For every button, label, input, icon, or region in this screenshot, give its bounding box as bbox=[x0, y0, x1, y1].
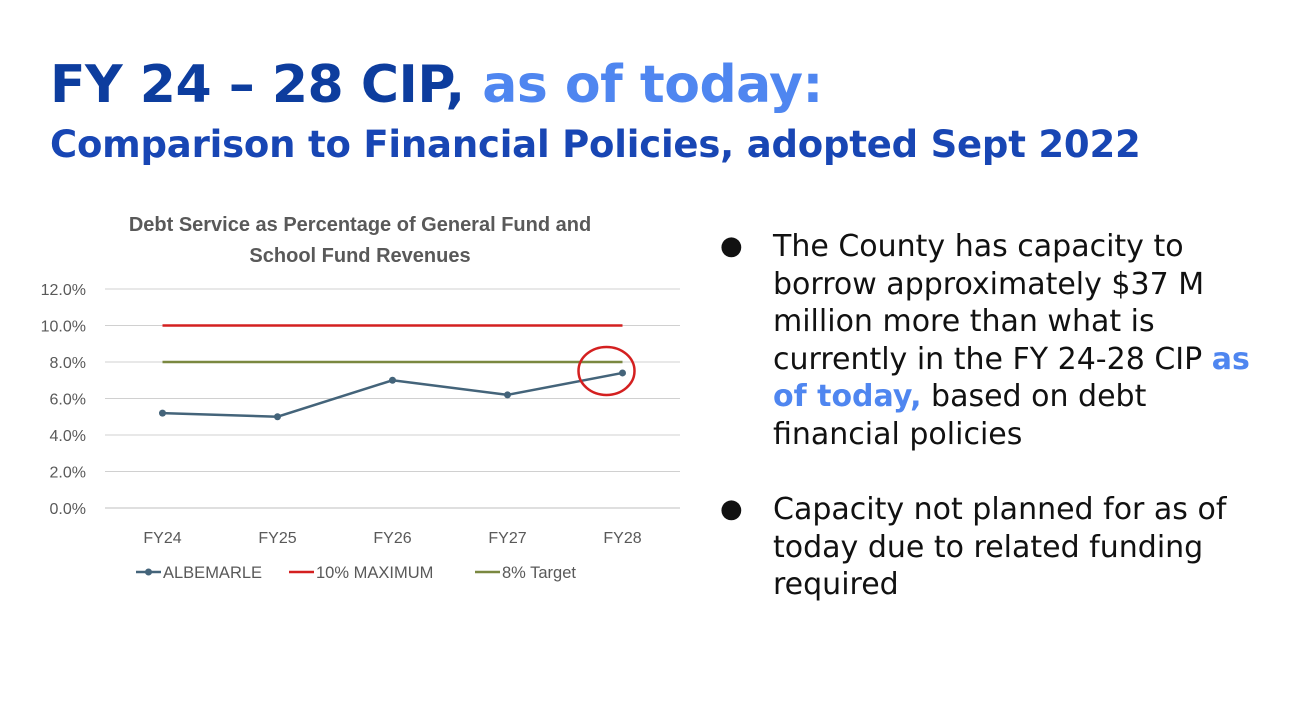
bullet-item-capacity: ● The County has capacity to borrow appro… bbox=[718, 228, 1278, 453]
title-main: FY 24 – 28 CIP, bbox=[50, 55, 465, 115]
legend-label: ALBEMARLE bbox=[163, 564, 262, 582]
bullet-highlight: as of today, bbox=[773, 341, 1250, 415]
chart-annotation bbox=[577, 345, 636, 397]
y-axis-ticks: 0.0% 2.0% 4.0% 6.0% 8.0% 10.0% 12.0% bbox=[41, 282, 86, 518]
highlight-circle bbox=[577, 345, 636, 397]
chart-title-line-2: School Fund Revenues bbox=[249, 245, 470, 267]
legend-label: 10% MAXIMUM bbox=[316, 564, 433, 582]
chart-legend: ALBEMARLE 10% MAXIMUM 8% Target bbox=[136, 564, 576, 582]
data-point bbox=[159, 409, 166, 417]
data-point bbox=[619, 369, 626, 377]
y-tick-label: 0.0% bbox=[50, 501, 86, 518]
slide-subtitle: Comparison to Financial Policies, adopte… bbox=[50, 123, 1141, 166]
legend-label: 8% Target bbox=[502, 564, 576, 582]
y-tick-label: 6.0% bbox=[50, 392, 86, 409]
y-tick-label: 2.0% bbox=[50, 465, 86, 482]
data-point bbox=[389, 376, 396, 384]
data-point bbox=[274, 413, 281, 421]
debt-service-chart: Debt Service as Percentage of General Fu… bbox=[41, 214, 680, 582]
bullet-marker: ● bbox=[720, 494, 743, 524]
y-tick-label: 12.0% bbox=[41, 282, 86, 299]
data-point bbox=[504, 391, 511, 399]
bullet-text: The County has capacity to borrow approx… bbox=[773, 229, 1205, 377]
bullet-marker: ● bbox=[720, 231, 743, 261]
x-tick-label: FY28 bbox=[603, 530, 641, 547]
bullet-text: Capacity not planned for as of today due… bbox=[773, 492, 1227, 602]
x-tick-label: FY24 bbox=[143, 530, 181, 547]
bullet-item-not-planned: ● Capacity not planned for as of today du… bbox=[718, 491, 1278, 604]
x-tick-label: FY25 bbox=[258, 530, 296, 547]
x-axis-ticks: FY24 FY25 FY26 FY27 FY28 bbox=[143, 530, 641, 547]
chart-title-line-1: Debt Service as Percentage of General Fu… bbox=[129, 214, 591, 236]
y-tick-label: 10.0% bbox=[41, 319, 86, 336]
bullet-list: ● The County has capacity to borrow appro… bbox=[718, 228, 1278, 604]
chart-series bbox=[159, 324, 626, 421]
title-accent: as of today: bbox=[482, 55, 823, 115]
y-tick-label: 8.0% bbox=[50, 355, 86, 372]
bullet-text-end: based on debt financial policies bbox=[773, 379, 1147, 452]
x-tick-label: FY27 bbox=[488, 530, 526, 547]
y-tick-label: 4.0% bbox=[50, 428, 86, 445]
x-tick-label: FY26 bbox=[373, 530, 411, 547]
slide-title: FY 24 – 28 CIP, as of today: bbox=[50, 52, 823, 118]
chart-gridlines bbox=[105, 288, 680, 509]
legend-marker bbox=[145, 568, 152, 576]
